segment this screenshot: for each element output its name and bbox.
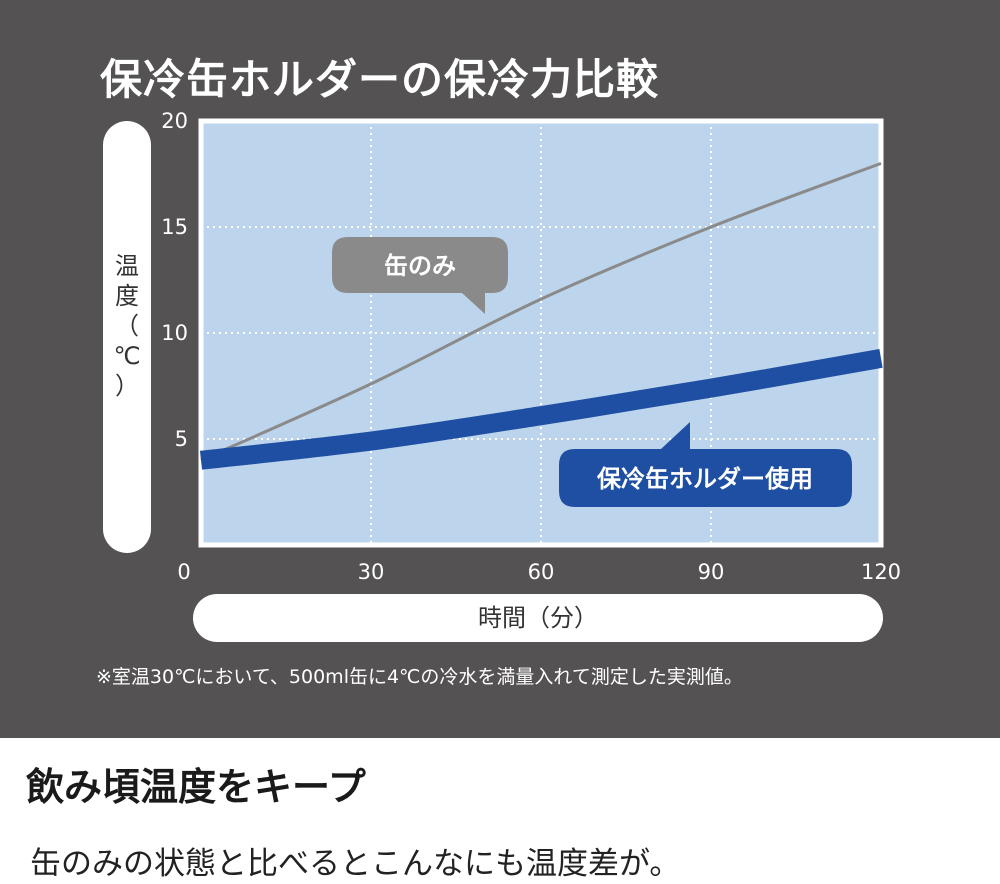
footnote: ※室温30℃において、500ml缶に4℃の冷水を満量入れて測定した実測値。 (96, 666, 743, 688)
x-axis-label-pill: 時間（分） (193, 594, 883, 642)
x-tick-label: 90 (698, 560, 725, 584)
y-axis-label-char: 度 (115, 282, 139, 310)
y-tick-label: 10 (161, 321, 188, 345)
grid-lines (201, 121, 881, 545)
chart-title: 保冷缶ホルダーの保冷力比較 (100, 55, 660, 104)
y-axis-label-char: ℃ (113, 342, 141, 370)
series-line-1 (200, 161, 882, 462)
headline: 飲み頃温度をキープ (26, 765, 366, 809)
callout-holder: 保冷缶ホルダー使用 (559, 422, 852, 507)
y-axis-label-char: ） (115, 372, 139, 400)
callout-can-only-label: 缶のみ (384, 252, 456, 280)
x-tick-label: 0 (177, 560, 190, 584)
y-axis-label-pill: 温 度 （ ℃ ） (103, 121, 151, 553)
y-tick-label: 5 (175, 427, 188, 451)
x-axis-label: 時間（分） (478, 604, 598, 632)
subline: 缶のみの状態と比べるとこんなにも温度差が。 (30, 846, 681, 882)
x-tick-label: 60 (528, 560, 555, 584)
y-tick-label: 15 (161, 215, 188, 239)
y-axis-label: 温 度 （ ℃ ） (103, 251, 151, 401)
x-tick-label: 120 (861, 560, 901, 584)
chart-svg: 0 30 60 90 120 20 15 10 5 缶のみ 保冷缶ホルダー使用 (161, 109, 901, 584)
callout-holder-label: 保冷缶ホルダー使用 (596, 465, 813, 493)
y-axis-label-char: （ (115, 312, 139, 340)
tick-labels: 0 30 60 90 120 20 15 10 5 (161, 109, 901, 584)
series-layer (199, 161, 883, 470)
callout-can-only-bubble (332, 237, 508, 314)
y-tick-label: 20 (161, 109, 188, 133)
series-line-2 (199, 349, 883, 470)
x-tick-label: 30 (358, 560, 385, 584)
callout-can-only: 缶のみ (332, 237, 508, 314)
y-axis-label-char: 温 (115, 252, 139, 280)
callout-holder-bubble (559, 422, 852, 507)
